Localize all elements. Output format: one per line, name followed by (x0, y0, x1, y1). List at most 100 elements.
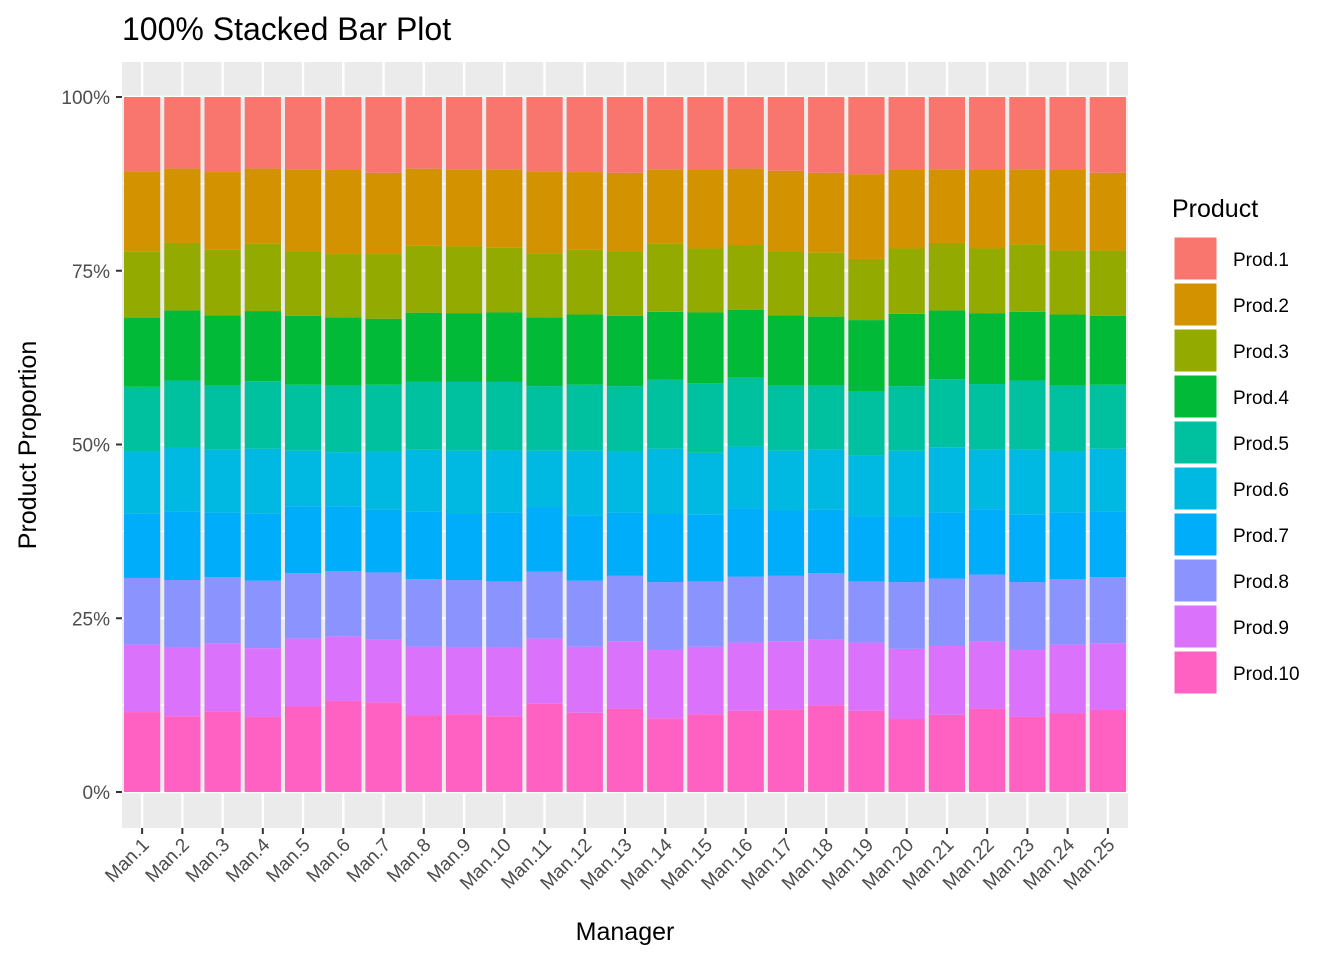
y-tick-label: 0% (83, 783, 111, 804)
bar-segment (164, 242, 201, 311)
bar-segment (405, 579, 442, 647)
bar-segment (284, 169, 322, 252)
bar-segment (325, 254, 362, 318)
bar-segment (365, 384, 402, 452)
bar-segment (848, 455, 885, 517)
bar-segment (1049, 385, 1086, 452)
legend-label: Prod.7 (1233, 526, 1289, 547)
bar-segment (486, 581, 523, 648)
bar-stack (888, 97, 925, 792)
bar-segment (405, 381, 442, 450)
x-tick-label: Man.4 (222, 834, 274, 886)
bar-segment (1049, 713, 1086, 792)
legend-key (1173, 466, 1218, 511)
legend-key (1173, 558, 1218, 603)
bar-segment (405, 511, 442, 580)
bar-segment (687, 248, 724, 313)
bar-segment (365, 639, 402, 703)
bar-segment (606, 641, 644, 709)
bar-segment (445, 450, 483, 514)
bar-segment (124, 318, 161, 387)
bar-segment (124, 712, 161, 792)
bar-segment (325, 636, 362, 701)
bar-segment (244, 97, 281, 169)
bar-segment (687, 312, 724, 384)
legend-title: Product (1172, 195, 1258, 223)
bar-segment (687, 714, 724, 792)
bar-segment (1049, 644, 1086, 714)
bar-segment (204, 97, 241, 173)
bar-segment (526, 507, 563, 572)
bar-segment (928, 714, 966, 792)
bar-stack (486, 97, 523, 792)
bar-segment (164, 168, 201, 243)
bar-segment (606, 386, 644, 452)
bar-segment (647, 448, 684, 514)
bar-segment (888, 516, 925, 583)
bar-segment (204, 385, 241, 450)
bar-segment (767, 575, 805, 642)
legend-key (1173, 512, 1218, 557)
bar-segment (848, 516, 885, 582)
bar-segment (727, 309, 764, 378)
bar-stack (687, 97, 724, 792)
bar-segment (325, 452, 362, 507)
bar-segment (445, 647, 483, 715)
bar-segment (606, 708, 644, 792)
bar-segment (566, 249, 603, 315)
bar-segment (526, 571, 563, 639)
bar-segment (486, 647, 523, 717)
bar-segment (204, 512, 241, 578)
y-tick-label: 25% (72, 609, 110, 630)
y-tick-label: 100% (61, 88, 110, 109)
bar-segment (1049, 250, 1086, 315)
bar-segment (928, 512, 966, 579)
bar-segment (606, 512, 644, 576)
bar-segment (928, 379, 966, 448)
bar-segment (445, 97, 483, 170)
x-tick-label: Man.1 (101, 835, 153, 887)
bar-segment (928, 310, 966, 380)
bar-segment (848, 390, 885, 456)
bar-segment (1089, 250, 1126, 316)
bar-segment (486, 169, 523, 248)
bar-stack (445, 97, 483, 792)
bar-segment (1089, 577, 1126, 644)
bar-segment (1049, 97, 1086, 170)
bar-segment (687, 97, 724, 170)
bar-segment (164, 97, 201, 169)
bar-segment (284, 506, 322, 574)
bar-segment (124, 577, 161, 645)
bar-segment (325, 169, 362, 255)
bar-stack (848, 97, 885, 792)
legend-label: Prod.1 (1233, 250, 1289, 271)
bar-stack (647, 97, 684, 792)
bar-segment (727, 168, 764, 246)
bar-segment (1089, 384, 1126, 449)
bar-segment (244, 580, 281, 649)
bar-segment (445, 313, 483, 382)
bar-segment (526, 97, 563, 172)
bar-segment (124, 451, 161, 514)
bar-segment (486, 312, 523, 382)
bar-segment (1089, 97, 1126, 173)
bar-segment (727, 710, 764, 792)
bar-segment (365, 172, 402, 255)
bar-stack (808, 97, 845, 792)
x-tick-label: Man.2 (142, 835, 194, 887)
bar-segment (325, 506, 362, 571)
bar-segment (808, 449, 845, 510)
bar-segment (848, 642, 885, 711)
bar-segment (928, 169, 966, 243)
bar-segment (848, 320, 885, 391)
bar-segment (164, 647, 201, 717)
bar-segment (164, 580, 201, 648)
bar-stack (124, 97, 161, 792)
bar-segment (1049, 314, 1086, 386)
legend-key (1173, 420, 1218, 465)
bar-segment (767, 641, 805, 710)
bar-segment (284, 251, 322, 316)
bar-segment (808, 97, 845, 173)
legend-key (1173, 328, 1218, 373)
bar-segment (365, 97, 402, 173)
